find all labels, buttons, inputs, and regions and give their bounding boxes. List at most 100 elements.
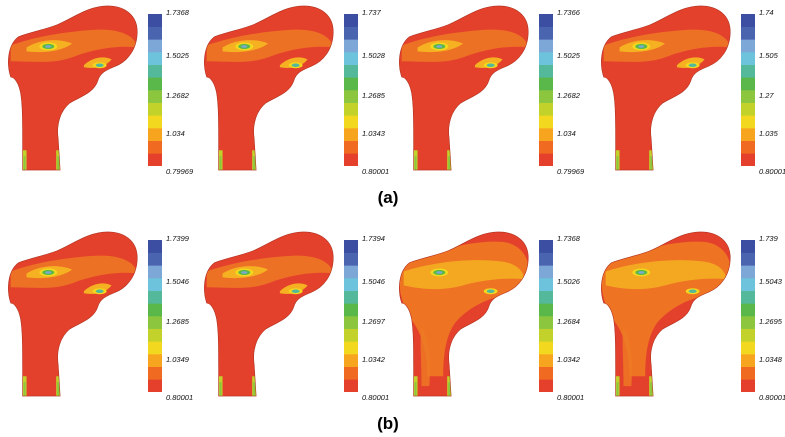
color-scale-band [148, 316, 162, 329]
contour-panel: 1.7399 1.5046 1.2685 1.0349 0.80001 [2, 228, 198, 423]
femur-contour-plot [399, 5, 529, 171]
color-scale-band [148, 128, 162, 141]
color-scale-band [539, 278, 553, 291]
color-scale-band [344, 303, 358, 317]
color-scale-tick-label: 0.80001 [166, 393, 194, 402]
color-scale-tick-label: 1.0348 [759, 355, 782, 364]
color-scale-band [344, 77, 358, 91]
color-scale-band [539, 39, 553, 53]
color-scale-band [344, 128, 358, 141]
color-scale-band [148, 290, 162, 304]
color-scale-band [344, 354, 358, 367]
color-scale-band [148, 102, 162, 116]
color-scale-band [539, 26, 553, 40]
color-scale-band [741, 140, 755, 154]
color-scale-tick-label: 1.5025 [166, 51, 189, 60]
color-scale-band [741, 379, 755, 392]
color-scale-band [148, 77, 162, 91]
color-scale-tick-label: 1.5025 [557, 51, 580, 60]
color-scale-tick-label: 1.5026 [557, 277, 580, 286]
color-scale-tick-label: 1.2682 [166, 91, 189, 100]
color-scale-band [344, 379, 358, 392]
color-scale-band [148, 26, 162, 40]
color-scale-band [344, 14, 358, 27]
color-scale-tick-label: 1.2685 [362, 91, 385, 100]
femur-contour-plot [8, 5, 138, 171]
color-scale-band [741, 316, 755, 329]
color-scale-band [539, 265, 553, 279]
color-scale-band [539, 366, 553, 380]
color-scale-band [148, 265, 162, 279]
color-scale-band [344, 102, 358, 116]
color-scale-bar [741, 14, 755, 166]
caption-a: (a) [377, 188, 399, 207]
femur-contour-plot [399, 231, 529, 397]
caption-b: (b) [377, 414, 399, 433]
color-scale-band [741, 366, 755, 380]
color-scale-tick-label: 0.80001 [362, 167, 390, 176]
color-scale-tick-label: 1.0343 [362, 129, 385, 138]
color-scale-band [741, 252, 755, 266]
color-scale-band [539, 354, 553, 367]
color-scale-band [741, 290, 755, 304]
color-scale-band [741, 341, 755, 355]
color-scale-tick-label: 1.5043 [759, 277, 782, 286]
color-scale-band [539, 328, 553, 342]
color-scale-tick-label: 1.0342 [362, 355, 385, 364]
color-scale-tick-label: 1.034 [557, 129, 576, 138]
color-scale-tick-label: 1.739 [759, 234, 778, 243]
color-scale-band [741, 128, 755, 141]
color-scale-band [344, 153, 358, 166]
color-scale-band [344, 52, 358, 65]
color-scale-band [539, 140, 553, 154]
contour-panel: 1.7366 1.5025 1.2682 1.034 0.79969 [393, 2, 589, 197]
color-scale-bar [344, 240, 358, 392]
color-scale-band [539, 52, 553, 65]
color-scale-band [741, 153, 755, 166]
color-scale-tick-label: 0.79969 [557, 167, 585, 176]
color-scale-band [344, 366, 358, 380]
color-scale-band [344, 64, 358, 78]
color-scale-band [539, 341, 553, 355]
color-scale-band [539, 14, 553, 27]
color-scale-band [741, 52, 755, 65]
color-scale-tick-label: 1.5046 [362, 277, 385, 286]
color-scale-tick-label: 1.2695 [759, 317, 782, 326]
color-scale-tick-label: 1.0349 [166, 355, 189, 364]
color-scale-band [539, 153, 553, 166]
color-scale-band [148, 240, 162, 253]
color-scale-band [539, 115, 553, 129]
color-scale-band [741, 90, 755, 103]
color-scale-band [148, 366, 162, 380]
color-scale-band [539, 128, 553, 141]
color-scale-band [148, 39, 162, 53]
color-scale-bar [539, 14, 553, 166]
color-scale-band [539, 303, 553, 317]
color-scale-tick-label: 1.035 [759, 129, 778, 138]
color-scale-tick-label: 1.7366 [557, 8, 580, 17]
color-scale-band [344, 328, 358, 342]
color-scale-band [344, 278, 358, 291]
color-scale-band [148, 153, 162, 166]
color-scale-tick-label: 0.80001 [759, 167, 785, 176]
color-scale-band [344, 140, 358, 154]
color-scale-tick-label: 1.5046 [166, 277, 189, 286]
color-scale-tick-label: 0.79969 [166, 167, 194, 176]
color-scale-band [539, 77, 553, 91]
color-scale-band [344, 252, 358, 266]
color-scale-band [344, 341, 358, 355]
color-scale-tick-label: 1.2685 [166, 317, 189, 326]
color-scale-band [741, 64, 755, 78]
color-scale-band [148, 140, 162, 154]
color-scale-band [148, 354, 162, 367]
color-scale-tick-label: 1.7399 [166, 234, 189, 243]
femur-contour-plot [204, 231, 334, 397]
color-scale-band [148, 278, 162, 291]
color-scale-band [344, 90, 358, 103]
color-scale-band [539, 102, 553, 116]
color-scale-tick-label: 1.2697 [362, 317, 385, 326]
color-scale-tick-label: 0.80001 [362, 393, 390, 402]
color-scale-band [539, 379, 553, 392]
color-scale-band [539, 252, 553, 266]
color-scale-band [148, 303, 162, 317]
